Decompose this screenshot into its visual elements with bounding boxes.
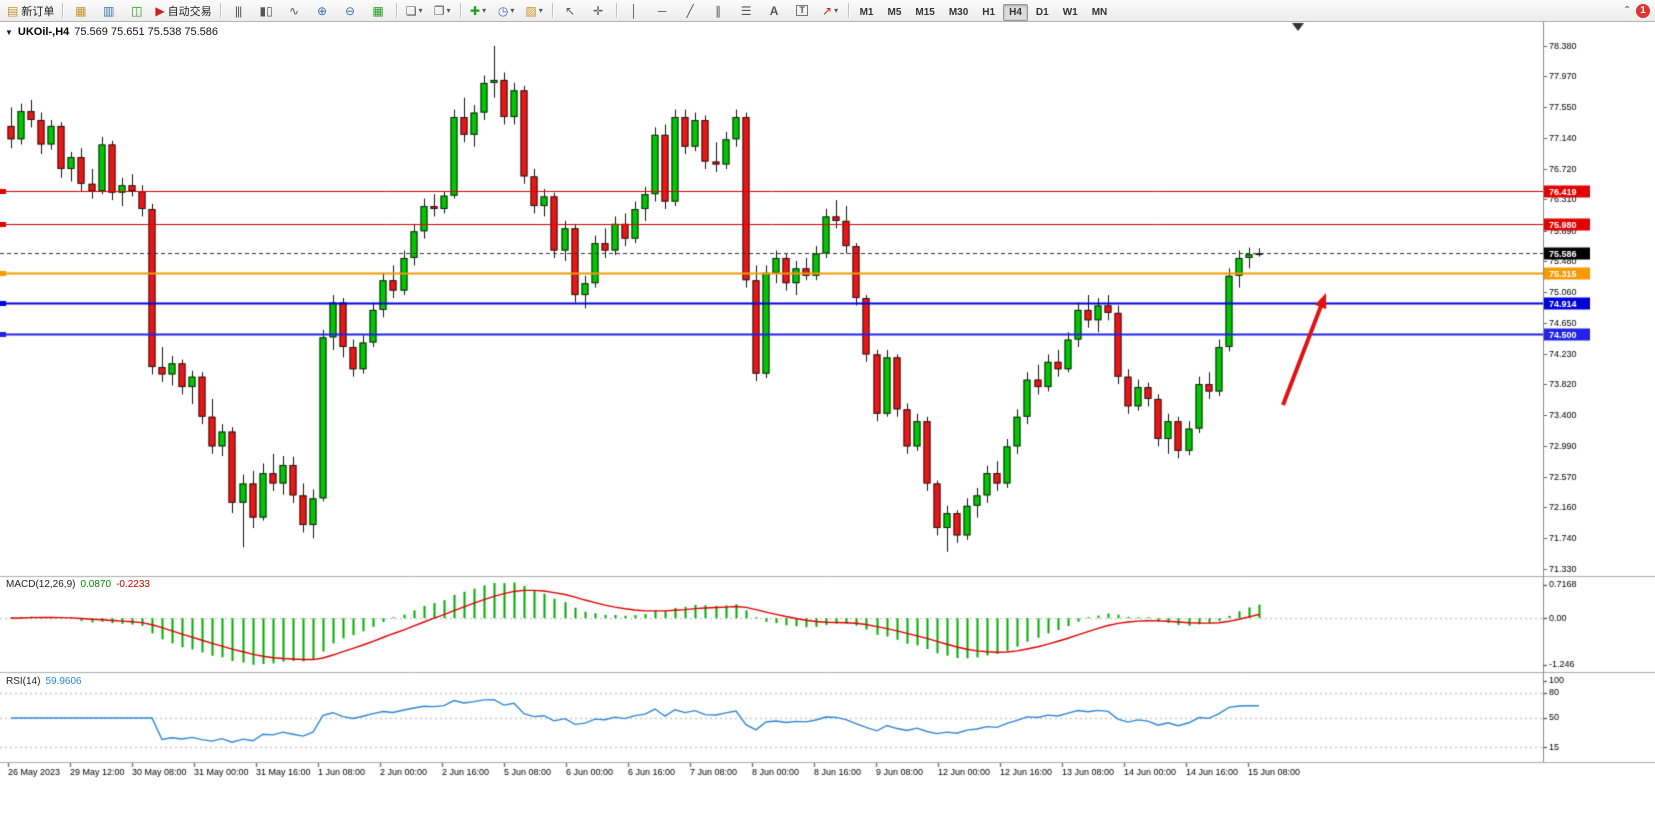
zoom-in-icon: ⊕ [317,3,328,18]
horizontal-line-icon: ─ [657,3,667,18]
data-window-icon: ▥ [103,3,115,18]
text-button[interactable]: A [761,0,788,21]
toolbar-separator [615,3,617,18]
indicators-button[interactable]: ✚ ▾ [465,0,492,21]
trendline-icon: ╱ [686,3,694,18]
market-watch-icon: ▦ [75,3,87,18]
dropdown-arrow-icon: ▾ [834,6,839,15]
profiles-button[interactable]: ❐ ▾ [429,0,456,21]
timeframe-group: M1 M5 M15 M30 H1 H4 D1 W1 MN [853,2,1115,21]
dropdown-arrow-icon: ▾ [418,6,423,15]
toolbar-separator [459,3,461,18]
toolbar-separator [551,3,553,18]
toolbar-separator [847,3,849,18]
channel-icon: ∥ [715,3,722,18]
notification-badge[interactable]: 1 [1636,3,1650,18]
trendline-button[interactable]: ╱ [677,0,704,21]
crosshair-icon: ✛ [593,3,604,18]
periods-clock-icon: ◷ [497,3,509,18]
chart-title: ▼ UKOil-,H4 75.569 75.651 75.538 75.586 [5,26,218,38]
profiles-icon: ❐ [433,3,445,18]
new-chart-icon: ❏ [405,3,417,18]
chart-ohlc-values: 75.569 75.651 75.538 75.586 [74,26,219,38]
crosshair-button[interactable]: ✛ [585,0,612,21]
bar-chart-button[interactable]: ||| [225,0,252,21]
timeframe-button-m15[interactable]: M15 [915,6,935,18]
auto-trading-label: 自动交易 [167,5,212,18]
toolbar-separator [219,3,221,18]
navigator-button[interactable]: ◫ [123,0,150,21]
data-window-button[interactable]: ▥ [95,0,122,21]
indicators-plus-icon: ✚ [470,3,481,18]
candlestick-chart-button[interactable]: ▮▯ [253,0,280,21]
chart-menu-icon[interactable]: ▼ [5,27,13,37]
timeframe-button-h4[interactable]: H4 [1003,3,1028,21]
channel-button[interactable]: ∥ [705,0,732,21]
rsi-value: 59.9606 [45,676,82,687]
market-watch-button[interactable]: ▦ [67,0,94,21]
navigator-icon: ◫ [131,3,143,18]
new-order-label: 新订单 [21,5,55,18]
fibonacci-button[interactable]: ☰ [733,0,760,21]
timeframe-button-m1[interactable]: M1 [859,6,874,18]
toolbar: ▤ 新订单 ▦ ▥ ◫ ▶ 自动交易 ||| ▮▯ ∿ ⊕ ⊖ ▦ ❏ ▾ ❐ ▾ … [0,0,1655,22]
zoom-out-icon: ⊖ [345,3,356,18]
price-chart-canvas[interactable] [0,22,1655,828]
macd-name: MACD(12,26,9) [6,579,76,590]
timeframe-button-m30[interactable]: M30 [948,6,969,18]
timeframe-button-d1[interactable]: D1 [1035,6,1049,18]
periods-button[interactable]: ◷ ▾ [493,0,520,21]
line-chart-button[interactable]: ∿ [281,0,308,21]
toolbar-overflow-chevron-icon[interactable]: ˆ [1625,3,1629,18]
line-chart-icon: ∿ [289,3,300,18]
dropdown-arrow-icon: ▾ [538,6,543,15]
zoom-in-button[interactable]: ⊕ [309,0,336,21]
tile-windows-icon: ▦ [372,3,384,18]
arrows-icon: ↗ [822,3,833,18]
rsi-indicator-label: RSI(14) 59.9606 [6,676,82,687]
templates-button[interactable]: ▨ ▾ [521,0,548,21]
macd-signal-value: -0.2233 [116,579,150,590]
chart-area: ▼ UKOil-,H4 75.569 75.651 75.538 75.586 … [0,22,1655,828]
vertical-line-icon: │ [630,3,638,18]
macd-main-value: 0.0870 [80,579,112,590]
candlestick-chart-icon: ▮▯ [259,3,273,18]
cursor-icon: ↖ [565,3,576,18]
timeframe-button-mn[interactable]: MN [1091,6,1108,18]
timeframe-button-w1[interactable]: W1 [1062,6,1078,18]
text-icon: A [769,3,779,18]
templates-icon: ▨ [525,3,537,18]
vertical-line-button[interactable]: │ [621,0,648,21]
toolbar-separator [395,3,397,18]
dropdown-arrow-icon: ▾ [446,6,451,15]
toolbar-separator [62,3,64,18]
auto-trading-icon: ▶ [155,3,165,18]
timeframe-button-m5[interactable]: M5 [887,6,902,18]
macd-indicator-label: MACD(12,26,9) 0.0870 -0.2233 [6,579,150,590]
horizontal-line-button[interactable]: ─ [649,0,676,21]
dropdown-arrow-icon: ▾ [510,6,515,15]
text-label-icon: T [796,5,808,16]
chart-symbol-period: UKOil-,H4 [17,26,70,38]
rsi-name: RSI(14) [6,676,41,687]
bar-chart-icon: ||| [234,3,242,18]
cursor-button[interactable]: ↖ [557,0,584,21]
new-order-button[interactable]: ▤ 新订单 [3,0,58,21]
auto-trading-button[interactable]: ▶ 自动交易 [151,0,215,21]
text-label-button[interactable]: T [789,0,816,21]
tile-windows-button[interactable]: ▦ [365,0,392,21]
zoom-out-button[interactable]: ⊖ [337,0,364,21]
new-chart-button[interactable]: ❏ ▾ [401,0,428,21]
fibonacci-icon: ☰ [740,3,752,18]
timeframe-button-h1[interactable]: H1 [982,6,996,18]
arrows-button[interactable]: ↗ ▾ [817,0,844,21]
new-order-icon: ▤ [7,3,19,18]
dropdown-arrow-icon: ▾ [482,6,487,15]
